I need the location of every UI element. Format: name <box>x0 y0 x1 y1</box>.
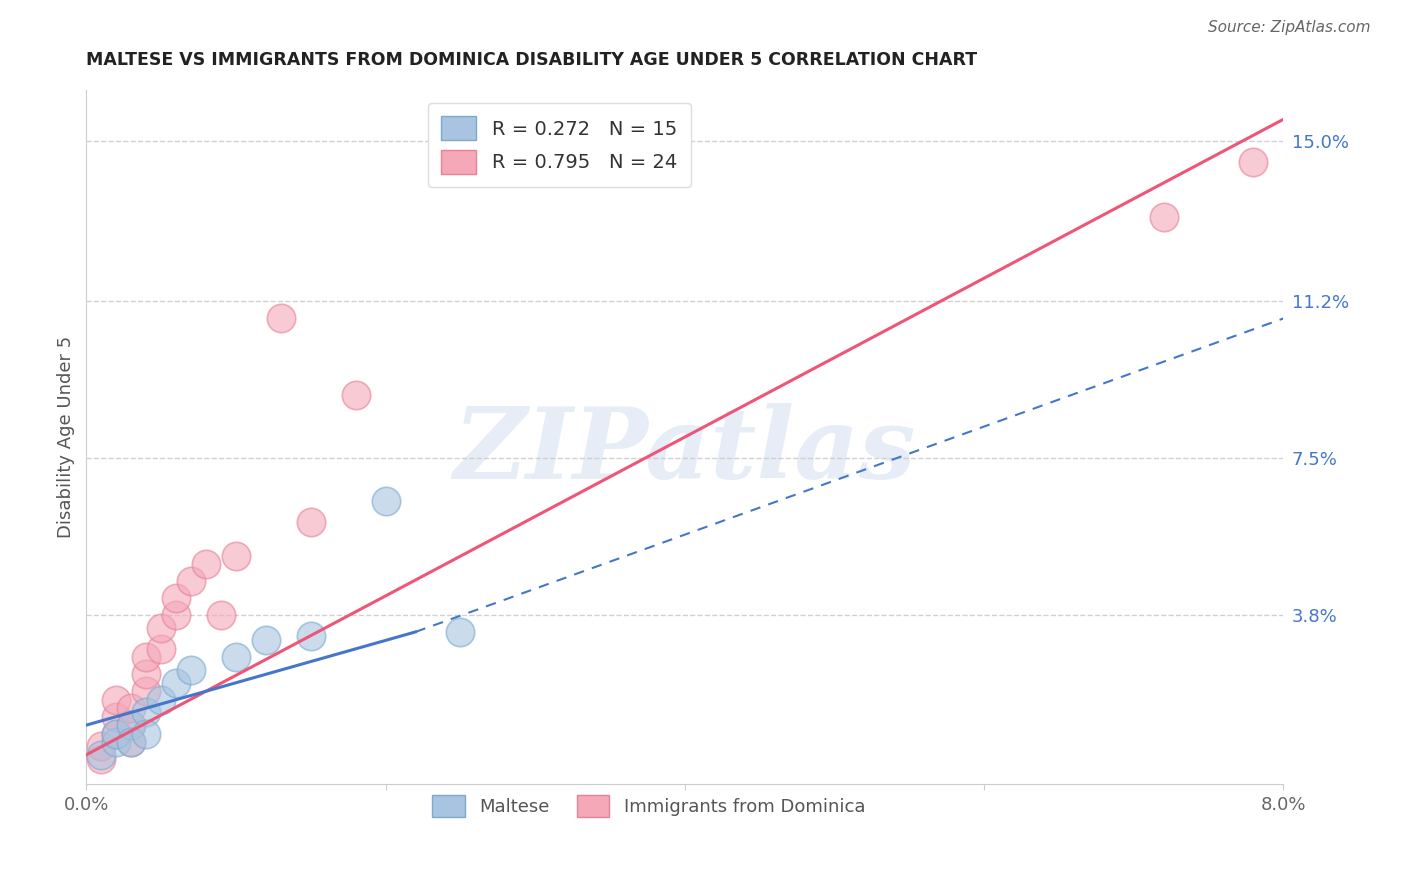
Text: MALTESE VS IMMIGRANTS FROM DOMINICA DISABILITY AGE UNDER 5 CORRELATION CHART: MALTESE VS IMMIGRANTS FROM DOMINICA DISA… <box>86 51 977 69</box>
Point <box>90 752 112 766</box>
Point <box>120 735 142 749</box>
Point <box>195 557 218 571</box>
Point <box>449 624 471 639</box>
Point <box>209 607 232 622</box>
Point <box>1153 210 1175 224</box>
Point <box>150 641 173 656</box>
Legend: Maltese, Immigrants from Dominica: Maltese, Immigrants from Dominica <box>425 788 873 824</box>
Point <box>120 718 142 732</box>
Point <box>180 574 202 588</box>
Point <box>254 633 277 648</box>
Text: ZIPatlas: ZIPatlas <box>454 402 917 500</box>
Point <box>299 515 322 529</box>
Text: Source: ZipAtlas.com: Source: ZipAtlas.com <box>1208 20 1371 35</box>
Point <box>90 747 112 762</box>
Point <box>105 726 128 740</box>
Point <box>165 675 187 690</box>
Point <box>120 735 142 749</box>
Point <box>150 621 173 635</box>
Point <box>180 663 202 677</box>
Point <box>225 650 247 665</box>
Point <box>165 591 187 605</box>
Point <box>135 726 157 740</box>
Point <box>150 692 173 706</box>
Point <box>344 387 367 401</box>
Point <box>135 706 157 720</box>
Y-axis label: Disability Age Under 5: Disability Age Under 5 <box>58 336 75 538</box>
Point <box>135 684 157 698</box>
Point <box>105 709 128 723</box>
Point <box>135 650 157 665</box>
Point <box>135 667 157 681</box>
Point <box>225 549 247 563</box>
Point <box>105 692 128 706</box>
Point <box>1241 154 1264 169</box>
Point <box>90 739 112 754</box>
Point <box>120 701 142 715</box>
Point <box>105 726 128 740</box>
Point <box>105 735 128 749</box>
Point <box>374 493 396 508</box>
Point <box>270 311 292 326</box>
Point <box>165 607 187 622</box>
Point <box>120 718 142 732</box>
Point <box>299 629 322 643</box>
